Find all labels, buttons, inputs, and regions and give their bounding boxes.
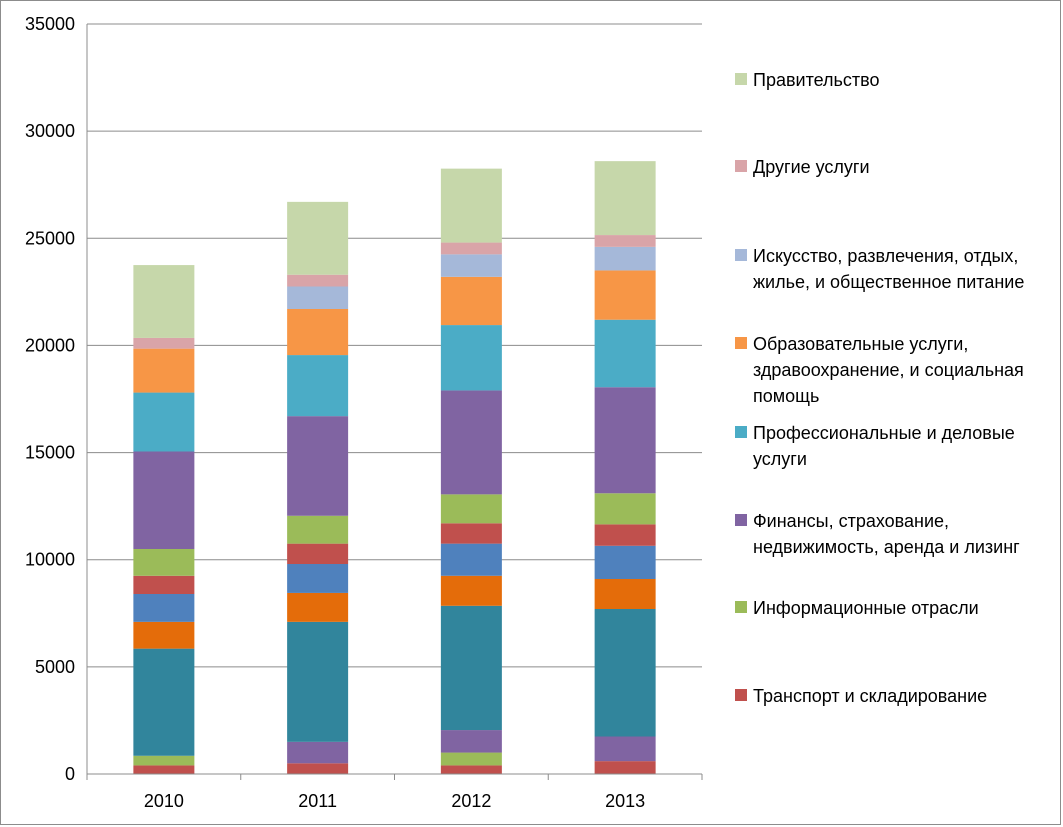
bar-segment bbox=[287, 564, 349, 593]
bar-segment bbox=[287, 274, 349, 287]
bar-segment bbox=[594, 319, 656, 388]
y-tick-label: 20000 bbox=[25, 335, 75, 355]
bar-segment bbox=[440, 605, 502, 731]
y-tick-label: 0 bbox=[65, 764, 75, 784]
bar-segment bbox=[133, 348, 195, 393]
bar-segment bbox=[594, 545, 656, 579]
x-tick-label: 2012 bbox=[451, 791, 491, 811]
legend-label: Информационные отрасли bbox=[753, 598, 979, 618]
legend: Правительство Другие услуги Искусство, раз… bbox=[735, 70, 1024, 706]
bar-segment bbox=[440, 730, 502, 753]
bar-segment bbox=[594, 736, 656, 762]
axes: 0 5000 10000 15000 20000 25000 30000 35000 2010 2… bbox=[25, 14, 703, 811]
bar-segment bbox=[287, 355, 349, 417]
legend-label: услуги bbox=[753, 449, 807, 469]
legend-item: Образовательные услуги, здравоохранение, … bbox=[735, 334, 1024, 406]
bar-segment bbox=[440, 325, 502, 391]
bar-segment bbox=[287, 416, 349, 516]
legend-swatch bbox=[735, 514, 747, 526]
legend-item: Профессиональные и деловые услуги bbox=[735, 423, 1015, 469]
bar-segment bbox=[287, 309, 349, 356]
legend-item: Финансы, страхование, недвижимость, аренд… bbox=[735, 511, 1020, 557]
legend-label: жилье, и общественное питание bbox=[753, 272, 1024, 292]
legend-swatch bbox=[735, 73, 747, 85]
bar-segment bbox=[287, 286, 349, 309]
bar-segment bbox=[287, 515, 349, 544]
bar-segment bbox=[440, 254, 502, 277]
bar-segment bbox=[133, 451, 195, 549]
bar-segment bbox=[440, 390, 502, 495]
legend-label: Искусство, развлечения, отдых, bbox=[753, 246, 1018, 266]
legend-label: Профессиональные и деловые bbox=[753, 423, 1015, 443]
bar-segment bbox=[133, 594, 195, 622]
legend-item: Искусство, развлечения, отдых, жилье, и о… bbox=[735, 246, 1024, 292]
bar-segment bbox=[440, 242, 502, 255]
bar-segment bbox=[440, 494, 502, 524]
legend-label: Транспорт и складирование bbox=[753, 686, 987, 706]
legend-swatch bbox=[735, 426, 747, 438]
bar-segment bbox=[133, 337, 195, 349]
bar-segment bbox=[287, 621, 349, 742]
bar-segment bbox=[287, 741, 349, 764]
bar-segment bbox=[287, 763, 349, 774]
x-tick-label: 2013 bbox=[605, 791, 645, 811]
x-tick-label: 2010 bbox=[144, 791, 184, 811]
legend-item: Другие услуги bbox=[735, 157, 870, 177]
bar-segment bbox=[594, 270, 656, 320]
bar-segment bbox=[440, 543, 502, 576]
legend-swatch bbox=[735, 249, 747, 261]
bar-segment bbox=[594, 524, 656, 546]
legend-label: Финансы, страхование, bbox=[753, 511, 949, 531]
bar-segment bbox=[440, 168, 502, 243]
x-tick-label: 2011 bbox=[298, 791, 337, 811]
bar-segment bbox=[440, 276, 502, 326]
legend-label: недвижимость, аренда и лизинг bbox=[753, 537, 1020, 557]
bar-segment bbox=[133, 621, 195, 649]
legend-label: Образовательные услуги, bbox=[753, 334, 968, 354]
legend-swatch bbox=[735, 160, 747, 172]
bar-segment bbox=[594, 761, 656, 774]
bar-segment bbox=[594, 609, 656, 737]
bar-segment bbox=[594, 493, 656, 525]
bar-segment bbox=[594, 161, 656, 236]
legend-label: помощь bbox=[753, 386, 819, 406]
bar-segment bbox=[287, 201, 349, 275]
bar-segment bbox=[133, 648, 195, 756]
bar-segment bbox=[440, 752, 502, 766]
y-tick-label: 25000 bbox=[25, 228, 75, 248]
y-tick-label: 30000 bbox=[25, 121, 75, 141]
bar-segment bbox=[594, 387, 656, 494]
legend-swatch bbox=[735, 689, 747, 701]
bar-segment bbox=[133, 392, 195, 452]
legend-label: здравоохранение, и социальная bbox=[753, 360, 1024, 380]
legend-label: Другие услуги bbox=[753, 157, 870, 177]
legend-item: Информационные отрасли bbox=[735, 598, 979, 618]
legend-swatch bbox=[735, 601, 747, 613]
bar-segment bbox=[133, 265, 195, 338]
legend-swatch bbox=[735, 337, 747, 349]
y-tick-label: 10000 bbox=[25, 550, 75, 570]
legend-label: Правительство bbox=[753, 70, 880, 90]
bar-segment bbox=[440, 765, 502, 774]
y-tick-label: 5000 bbox=[35, 657, 75, 677]
bar-segment bbox=[594, 235, 656, 247]
bar-segment bbox=[133, 575, 195, 594]
bar-segment bbox=[287, 592, 349, 622]
bar-segment bbox=[594, 579, 656, 609]
y-tick-label: 15000 bbox=[25, 443, 75, 463]
bar-segment bbox=[133, 755, 195, 766]
bar-segment bbox=[440, 575, 502, 606]
legend-item: Правительство bbox=[735, 70, 880, 90]
bar-segment bbox=[133, 765, 195, 774]
bar-segment bbox=[440, 523, 502, 544]
bar-segment bbox=[133, 549, 195, 576]
bars bbox=[133, 161, 656, 774]
legend-item: Транспорт и складирование bbox=[735, 686, 987, 706]
bar-segment bbox=[594, 246, 656, 271]
y-tick-label: 35000 bbox=[25, 14, 75, 34]
bar-segment bbox=[287, 543, 349, 564]
